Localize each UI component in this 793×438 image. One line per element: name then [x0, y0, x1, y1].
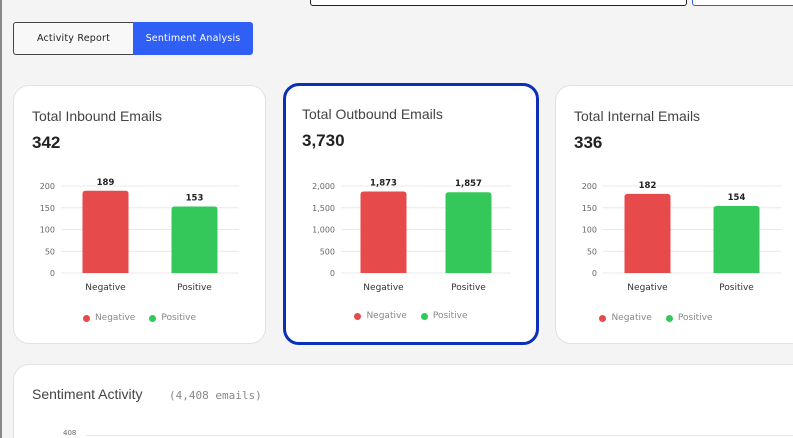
legend-positive[interactable]: Positive	[420, 311, 468, 321]
bar-positive	[445, 192, 492, 273]
y-tick-label: 50	[45, 247, 55, 256]
negative-dot-icon	[599, 314, 607, 322]
legend-label: Negative	[94, 313, 136, 323]
positive-dot-icon	[665, 314, 673, 322]
y-tick-label: 150	[40, 204, 55, 213]
bar-value-label: 189	[97, 178, 115, 188]
x-category-label: Negative	[363, 283, 404, 293]
y-tick-label: 1,500	[312, 204, 335, 213]
activity-y-tick: 408	[63, 429, 77, 437]
y-tick-label: 100	[582, 226, 597, 235]
bar-negative	[82, 190, 129, 273]
bar-positive	[171, 206, 218, 273]
sentiment-activity-panel: Sentiment Activity (4,408 emails) 408	[13, 364, 793, 438]
activity-email-count: (4,408 emails)	[169, 389, 262, 402]
y-tick-label: 100	[40, 226, 55, 235]
card-total: 3,730	[302, 131, 345, 150]
bar-value-label: 154	[728, 193, 746, 203]
positive-dot-icon	[149, 314, 157, 322]
bar-negative	[360, 191, 407, 273]
legend-label: Positive	[432, 311, 468, 321]
chart-legend: Negative Positive	[14, 313, 265, 323]
search-input[interactable]	[310, 0, 687, 6]
legend-positive[interactable]: Positive	[149, 313, 196, 323]
outbound-bar-chart: 0 500 1,000 1,500 2,000 1,873 Negative 1,857 Pos…	[312, 179, 511, 293]
legend-label: Negative	[611, 313, 652, 323]
x-category-label: Positive	[719, 283, 754, 293]
tab-sentiment-analysis[interactable]: Sentiment Analysis	[133, 22, 253, 55]
tab-activity-report[interactable]: Activity Report	[13, 22, 133, 55]
y-tick-label: 0	[592, 269, 597, 278]
y-tick-label: 0	[50, 269, 55, 278]
legend-positive[interactable]: Positive	[665, 313, 713, 323]
internal-bar-chart: 0 50 100 150 200 182 Negative 154 Positive	[582, 181, 781, 293]
y-tick-label: 2,000	[312, 182, 335, 191]
card-title: Total Outbound Emails	[302, 106, 443, 122]
x-category-label: Negative	[627, 283, 668, 293]
x-category-label: Positive	[451, 283, 486, 293]
legend-label: Negative	[366, 311, 407, 321]
legend-negative[interactable]: Negative	[82, 313, 136, 323]
card-total: 336	[574, 133, 603, 152]
chart-legend: Negative Positive	[286, 311, 536, 321]
window-left-edge	[0, 0, 2, 438]
legend-negative[interactable]: Negative	[599, 313, 652, 323]
positive-dot-icon	[420, 312, 428, 320]
bar-value-label: 1,873	[370, 179, 397, 189]
report-tabs: Activity Report Sentiment Analysis	[13, 22, 253, 55]
internal-emails-card[interactable]: Total Internal Emails 336 0 50 100 150 200 18…	[555, 85, 793, 344]
card-title: Total Internal Emails	[574, 108, 701, 124]
y-tick-label: 200	[582, 182, 597, 191]
outbound-emails-card[interactable]: Total Outbound Emails 3,730 0 500 1,000 1,5…	[283, 83, 539, 345]
bar-value-label: 182	[639, 181, 657, 191]
legend-negative[interactable]: Negative	[354, 311, 407, 321]
chart-legend: Negative Positive	[556, 313, 756, 323]
y-tick-label: 150	[582, 204, 597, 213]
top-action-button[interactable]	[692, 0, 793, 6]
y-tick-label: 50	[587, 247, 597, 256]
y-tick-label: 200	[40, 182, 55, 191]
bar-value-label: 1,857	[455, 179, 482, 189]
negative-dot-icon	[354, 312, 362, 320]
legend-label: Positive	[677, 313, 713, 323]
card-total: 342	[32, 133, 61, 152]
y-tick-label: 0	[330, 269, 335, 278]
bar-negative	[624, 193, 671, 273]
inbound-bar-chart: 0 50 100 150 200 189 Negative 153 Positive	[40, 178, 239, 293]
activity-title: Sentiment Activity	[32, 386, 143, 402]
x-category-label: Negative	[85, 283, 126, 293]
bar-positive	[713, 206, 760, 273]
x-category-label: Positive	[177, 283, 212, 293]
y-tick-label: 500	[320, 247, 335, 256]
inbound-emails-card[interactable]: Total Inbound Emails 342 0 50 100 150 200 189…	[13, 85, 266, 344]
negative-dot-icon	[82, 314, 90, 322]
activity-gridline	[86, 435, 793, 436]
card-title: Total Inbound Emails	[32, 108, 162, 124]
bar-value-label: 153	[186, 193, 204, 203]
y-tick-label: 1,000	[312, 226, 335, 235]
legend-label: Positive	[161, 313, 197, 323]
